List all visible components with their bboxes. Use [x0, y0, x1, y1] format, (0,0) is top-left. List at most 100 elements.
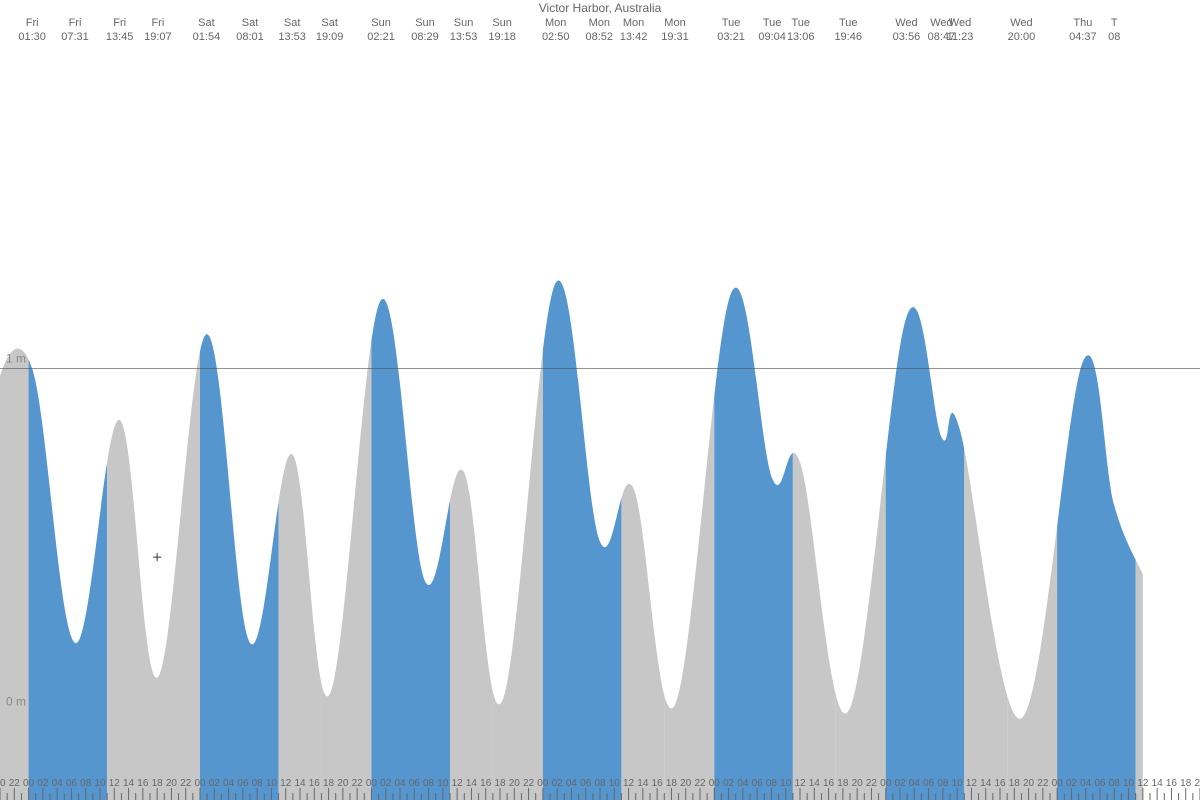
- x-axis-hour: 00: [1052, 778, 1064, 789]
- tide-event-time: 03:56: [893, 31, 921, 43]
- x-axis-hour: 00: [23, 778, 35, 789]
- x-axis-hour: 20: [0, 778, 6, 789]
- x-axis-hour: 02: [723, 778, 735, 789]
- x-axis-hour: 14: [123, 778, 135, 789]
- x-axis-hour: 08: [937, 778, 949, 789]
- x-axis-hour: 02: [37, 778, 49, 789]
- tide-event-time: 08:29: [411, 31, 439, 43]
- tide-event-time: 07:31: [61, 31, 89, 43]
- tide-event-time: 20:00: [1008, 31, 1036, 43]
- tide-event-time: 19:18: [488, 31, 516, 43]
- x-axis-hour: 04: [1080, 778, 1092, 789]
- tide-event-time: 01:30: [18, 31, 46, 43]
- tide-chart-svg: 0 m1 mVictor Harbor, Australiau10Fri01:3…: [0, 0, 1200, 800]
- x-axis-hour: 16: [480, 778, 492, 789]
- x-axis-hour: 12: [623, 778, 635, 789]
- tide-event-time: 19:46: [834, 31, 862, 43]
- tide-event-time: 09:04: [758, 31, 786, 43]
- x-axis-hour: 06: [752, 778, 764, 789]
- tide-event-day: Sat: [198, 17, 215, 29]
- x-axis-hour: 08: [594, 778, 606, 789]
- x-axis-hour: 10: [609, 778, 621, 789]
- x-axis-hour: 14: [809, 778, 821, 789]
- tide-event-day: Tue: [722, 17, 741, 29]
- tide-event-time: 13:06: [787, 31, 815, 43]
- tide-event-day: Sat: [284, 17, 301, 29]
- x-axis-hour: 10: [266, 778, 278, 789]
- x-axis-hour: 04: [223, 778, 235, 789]
- x-axis-hour: 16: [1166, 778, 1178, 789]
- x-axis-hour: 06: [237, 778, 249, 789]
- tide-event-time: 13:53: [278, 31, 306, 43]
- x-axis-hour: 12: [1137, 778, 1149, 789]
- tide-event-day: Fri: [113, 17, 126, 29]
- tide-event-day: Mon: [664, 17, 685, 29]
- x-axis-hour: 22: [866, 778, 878, 789]
- x-axis-hour: 16: [652, 778, 664, 789]
- tide-event-time: 13:45: [106, 31, 134, 43]
- tide-event-time: 04:37: [1069, 31, 1097, 43]
- tide-event-day: Wed: [949, 17, 971, 29]
- tide-event-time: 08: [1108, 31, 1120, 43]
- x-axis-hour: 18: [1180, 778, 1192, 789]
- tide-event-time: 01:54: [193, 31, 221, 43]
- tide-event-day: Thu: [1073, 17, 1092, 29]
- tide-event-time: 02:50: [542, 31, 570, 43]
- tide-event-day: T: [1111, 17, 1118, 29]
- y-axis-label: 0 m: [6, 694, 26, 708]
- tide-event-day: Sun: [454, 17, 474, 29]
- x-axis-hour: 02: [894, 778, 906, 789]
- x-axis-hour: 14: [1152, 778, 1164, 789]
- x-axis-hour: 18: [1009, 778, 1021, 789]
- tide-event-time: 13:53: [450, 31, 478, 43]
- tide-event-day: Sat: [321, 17, 338, 29]
- x-axis-hour: 00: [880, 778, 892, 789]
- x-axis-hour: 08: [423, 778, 435, 789]
- chart-title: Victor Harbor, Australia: [539, 1, 662, 15]
- tide-event-day: Wed: [895, 17, 917, 29]
- tide-event-day: Fri: [151, 17, 164, 29]
- tide-event-day: Fri: [69, 17, 82, 29]
- x-axis-hour: 04: [566, 778, 578, 789]
- tide-event-day: Tue: [839, 17, 858, 29]
- x-axis-hour: 04: [737, 778, 749, 789]
- tide-event-time: 11:23: [947, 31, 974, 43]
- tide-event-time: 02:21: [367, 31, 395, 43]
- tide-event-day: Fri: [26, 17, 39, 29]
- x-axis-hour: 06: [66, 778, 78, 789]
- x-axis-hour: 22: [9, 778, 21, 789]
- x-axis-hour: 04: [52, 778, 64, 789]
- y-axis-label: 1 m: [6, 352, 26, 366]
- x-axis-hour: 02: [209, 778, 221, 789]
- x-axis-hour: 20: [166, 778, 178, 789]
- x-axis-hour: 18: [152, 778, 164, 789]
- tide-event-day: Tue: [763, 17, 782, 29]
- x-axis-hour: 20: [852, 778, 864, 789]
- x-axis-hour: 00: [709, 778, 721, 789]
- tide-event-time: 08:01: [236, 31, 264, 43]
- tide-event-day: Sun: [492, 17, 512, 29]
- x-axis-hour: 20: [1023, 778, 1035, 789]
- tide-event-time: 19:07: [144, 31, 172, 43]
- x-axis-hour: 00: [537, 778, 549, 789]
- x-axis-hour: 10: [952, 778, 964, 789]
- x-axis-hour: 18: [494, 778, 506, 789]
- x-axis-hour: 06: [409, 778, 421, 789]
- x-axis-hour: 16: [994, 778, 1006, 789]
- tide-event-time: 13:42: [620, 31, 648, 43]
- x-axis-hour: 22: [180, 778, 192, 789]
- x-axis-hour: 00: [366, 778, 378, 789]
- x-axis-hour: 00: [194, 778, 206, 789]
- tide-event-day: Sun: [371, 17, 391, 29]
- x-axis-hour: 22: [352, 778, 364, 789]
- x-axis-hour: 12: [109, 778, 121, 789]
- x-axis-hour: 12: [280, 778, 292, 789]
- x-axis-hour: 06: [923, 778, 935, 789]
- x-axis-hour: 08: [252, 778, 264, 789]
- x-axis-hour: 14: [294, 778, 306, 789]
- x-axis-hour: 02: [1066, 778, 1078, 789]
- x-axis-hour: 16: [137, 778, 149, 789]
- tide-event-time: 08:52: [586, 31, 614, 43]
- tide-event-day: Mon: [589, 17, 610, 29]
- x-axis-hour: 10: [780, 778, 792, 789]
